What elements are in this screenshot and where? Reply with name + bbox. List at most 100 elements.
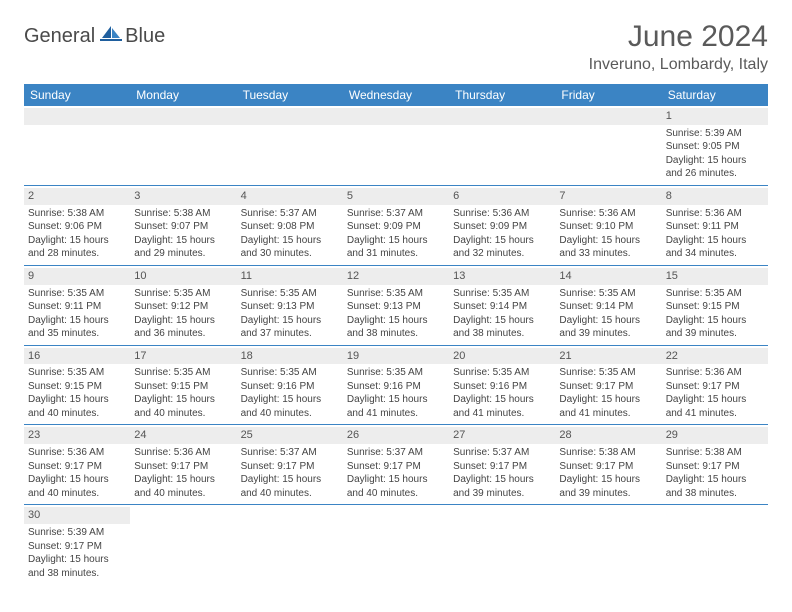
daylight-line-2: and 32 minutes. bbox=[453, 247, 551, 261]
calendar-day-cell bbox=[449, 106, 555, 185]
day-number: 3 bbox=[130, 188, 236, 205]
day-details: Sunrise: 5:35 AMSunset: 9:13 PMDaylight:… bbox=[241, 287, 339, 341]
sunrise-line: Sunrise: 5:38 AM bbox=[28, 207, 126, 221]
day-number: 24 bbox=[130, 427, 236, 444]
daylight-line-2: and 40 minutes. bbox=[134, 407, 232, 421]
calendar-day-cell: 15Sunrise: 5:35 AMSunset: 9:15 PMDayligh… bbox=[662, 265, 768, 345]
sunrise-line: Sunrise: 5:37 AM bbox=[241, 207, 339, 221]
calendar-day-cell: 3 Sunrise: 5:38 AMSunset: 9:07 PMDaylight… bbox=[130, 185, 236, 265]
daylight-line: Daylight: 15 hours bbox=[134, 473, 232, 487]
weekday-header: Monday bbox=[130, 84, 236, 106]
day-number: 7 bbox=[555, 188, 661, 205]
day-details: Sunrise: 5:36 AMSunset: 9:17 PMDaylight:… bbox=[134, 446, 232, 500]
weekday-header: Saturday bbox=[662, 84, 768, 106]
sunrise-line: Sunrise: 5:36 AM bbox=[559, 207, 657, 221]
daylight-line-2: and 39 minutes. bbox=[453, 487, 551, 501]
sunset-line: Sunset: 9:15 PM bbox=[134, 380, 232, 394]
daylight-line-2: and 39 minutes. bbox=[559, 327, 657, 341]
daylight-line: Daylight: 15 hours bbox=[666, 154, 764, 168]
calendar-day-cell: 21Sunrise: 5:35 AMSunset: 9:17 PMDayligh… bbox=[555, 345, 661, 425]
day-details: Sunrise: 5:39 AMSunset: 9:17 PMDaylight:… bbox=[28, 526, 126, 580]
day-number: 28 bbox=[555, 427, 661, 444]
calendar-day-cell: 26 Sunrise: 5:37 AMSunset: 9:17 PMDayligh… bbox=[343, 425, 449, 505]
brand-word2: Blue bbox=[125, 25, 165, 48]
brand-word1: General bbox=[24, 25, 95, 48]
sunset-line: Sunset: 9:16 PM bbox=[347, 380, 445, 394]
calendar-day-cell: 30 Sunrise: 5:39 AMSunset: 9:17 PMDayligh… bbox=[24, 505, 130, 584]
day-number: 25 bbox=[237, 427, 343, 444]
title-block: June 2024 Inveruno, Lombardy, Italy bbox=[589, 20, 768, 74]
day-number: 1 bbox=[662, 108, 768, 125]
calendar-day-cell: 16Sunrise: 5:35 AMSunset: 9:15 PMDayligh… bbox=[24, 345, 130, 425]
daylight-line-2: and 33 minutes. bbox=[559, 247, 657, 261]
day-details: Sunrise: 5:35 AMSunset: 9:14 PMDaylight:… bbox=[559, 287, 657, 341]
daylight-line-2: and 38 minutes. bbox=[666, 487, 764, 501]
day-number: 19 bbox=[343, 348, 449, 365]
day-number: 8 bbox=[662, 188, 768, 205]
daylight-line-2: and 40 minutes. bbox=[28, 487, 126, 501]
calendar-day-cell bbox=[555, 505, 661, 584]
daylight-line: Daylight: 15 hours bbox=[453, 234, 551, 248]
sunset-line: Sunset: 9:09 PM bbox=[347, 220, 445, 234]
daylight-line: Daylight: 15 hours bbox=[559, 314, 657, 328]
sunset-line: Sunset: 9:17 PM bbox=[666, 460, 764, 474]
sunrise-line: Sunrise: 5:38 AM bbox=[559, 446, 657, 460]
day-number: 26 bbox=[343, 427, 449, 444]
sunrise-line: Sunrise: 5:35 AM bbox=[28, 287, 126, 301]
day-details: Sunrise: 5:37 AMSunset: 9:17 PMDaylight:… bbox=[347, 446, 445, 500]
sunset-line: Sunset: 9:17 PM bbox=[347, 460, 445, 474]
calendar-week-row: 30 Sunrise: 5:39 AMSunset: 9:17 PMDayligh… bbox=[24, 505, 768, 584]
sunrise-line: Sunrise: 5:35 AM bbox=[347, 287, 445, 301]
sunset-line: Sunset: 9:10 PM bbox=[559, 220, 657, 234]
daylight-line-2: and 31 minutes. bbox=[347, 247, 445, 261]
calendar-day-cell bbox=[130, 505, 236, 584]
day-number: 4 bbox=[237, 188, 343, 205]
day-number: 9 bbox=[24, 268, 130, 285]
daylight-line: Daylight: 15 hours bbox=[28, 314, 126, 328]
day-details: Sunrise: 5:38 AMSunset: 9:07 PMDaylight:… bbox=[134, 207, 232, 261]
calendar-day-cell bbox=[343, 106, 449, 185]
day-details: Sunrise: 5:35 AMSunset: 9:12 PMDaylight:… bbox=[134, 287, 232, 341]
daylight-line: Daylight: 15 hours bbox=[559, 473, 657, 487]
calendar-day-cell: 1 Sunrise: 5:39 AMSunset: 9:05 PMDaylight… bbox=[662, 106, 768, 185]
calendar-day-cell: 9Sunrise: 5:35 AMSunset: 9:11 PMDaylight… bbox=[24, 265, 130, 345]
daylight-line: Daylight: 15 hours bbox=[134, 234, 232, 248]
sunset-line: Sunset: 9:16 PM bbox=[241, 380, 339, 394]
calendar-day-cell: 5Sunrise: 5:37 AMSunset: 9:09 PMDaylight… bbox=[343, 185, 449, 265]
daylight-line: Daylight: 15 hours bbox=[666, 234, 764, 248]
calendar-day-cell: 14 Sunrise: 5:35 AMSunset: 9:14 PMDayligh… bbox=[555, 265, 661, 345]
day-number: 30 bbox=[24, 507, 130, 524]
weekday-header: Wednesday bbox=[343, 84, 449, 106]
daylight-line: Daylight: 15 hours bbox=[241, 314, 339, 328]
day-number: 27 bbox=[449, 427, 555, 444]
calendar-day-cell: 13Sunrise: 5:35 AMSunset: 9:14 PMDayligh… bbox=[449, 265, 555, 345]
sunset-line: Sunset: 9:16 PM bbox=[453, 380, 551, 394]
sunrise-line: Sunrise: 5:37 AM bbox=[241, 446, 339, 460]
day-details: Sunrise: 5:35 AMSunset: 9:15 PMDaylight:… bbox=[28, 366, 126, 420]
day-details: Sunrise: 5:39 AMSunset: 9:05 PMDaylight:… bbox=[666, 127, 764, 181]
daylight-line: Daylight: 15 hours bbox=[28, 234, 126, 248]
calendar-day-cell: 25Sunrise: 5:37 AMSunset: 9:17 PMDayligh… bbox=[237, 425, 343, 505]
daylight-line-2: and 40 minutes. bbox=[241, 407, 339, 421]
day-details: Sunrise: 5:35 AMSunset: 9:17 PMDaylight:… bbox=[559, 366, 657, 420]
sunset-line: Sunset: 9:05 PM bbox=[666, 140, 764, 154]
day-details: Sunrise: 5:36 AMSunset: 9:17 PMDaylight:… bbox=[28, 446, 126, 500]
daylight-line-2: and 30 minutes. bbox=[241, 247, 339, 261]
day-number: 14 bbox=[555, 268, 661, 285]
day-details: Sunrise: 5:35 AMSunset: 9:14 PMDaylight:… bbox=[453, 287, 551, 341]
sunrise-line: Sunrise: 5:36 AM bbox=[28, 446, 126, 460]
day-number: 18 bbox=[237, 348, 343, 365]
day-details: Sunrise: 5:38 AMSunset: 9:17 PMDaylight:… bbox=[559, 446, 657, 500]
daylight-line-2: and 40 minutes. bbox=[347, 487, 445, 501]
calendar-day-cell bbox=[343, 505, 449, 584]
daylight-line: Daylight: 15 hours bbox=[666, 473, 764, 487]
sunset-line: Sunset: 9:17 PM bbox=[28, 540, 126, 554]
sunrise-line: Sunrise: 5:39 AM bbox=[666, 127, 764, 141]
sunrise-line: Sunrise: 5:35 AM bbox=[241, 366, 339, 380]
sunset-line: Sunset: 9:17 PM bbox=[559, 380, 657, 394]
calendar-week-row: 23Sunrise: 5:36 AMSunset: 9:17 PMDayligh… bbox=[24, 425, 768, 505]
calendar-day-cell: 8Sunrise: 5:36 AMSunset: 9:11 PMDaylight… bbox=[662, 185, 768, 265]
calendar-day-cell: 27Sunrise: 5:37 AMSunset: 9:17 PMDayligh… bbox=[449, 425, 555, 505]
sunrise-line: Sunrise: 5:39 AM bbox=[28, 526, 126, 540]
daylight-line: Daylight: 15 hours bbox=[241, 234, 339, 248]
